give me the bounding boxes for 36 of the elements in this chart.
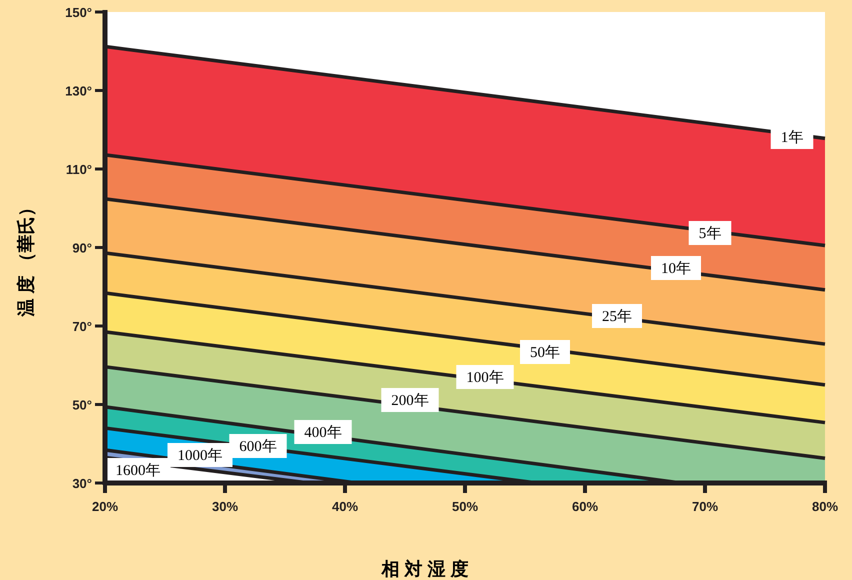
series-label: 1年 [780, 129, 804, 146]
x-tick-label: 20% [92, 499, 118, 514]
series-label: 25年 [602, 308, 632, 325]
series-label: 400年 [304, 424, 342, 441]
series-label: 200年 [381, 388, 439, 412]
x-tick-label: 30% [212, 499, 238, 514]
x-tick-label: 40% [332, 499, 358, 514]
y-tick-label: 70° [72, 319, 92, 334]
series-label: 50年 [530, 344, 560, 361]
y-tick-label: 110° [66, 162, 92, 177]
series-label: 100年 [456, 365, 514, 389]
series-label: 400年 [294, 420, 352, 444]
y-tick-label: 150° [65, 5, 92, 20]
x-tick-label: 80% [812, 499, 838, 514]
series-label: 5年 [698, 225, 722, 242]
series-label: 1600年 [116, 462, 160, 479]
x-axis-title: 相 対 湿 度 [380, 559, 469, 579]
series-label: 10年 [651, 256, 701, 280]
y-tick-label: 30° [72, 476, 92, 491]
series-label: 600年 [239, 438, 277, 455]
x-tick-label: 60% [572, 499, 598, 514]
series-label: 600年 [229, 434, 287, 458]
y-tick-label: 50° [72, 398, 92, 412]
series-label: 25年 [592, 304, 642, 328]
series-label: 5年 [688, 221, 732, 245]
series-label: 10年 [661, 260, 691, 277]
series-label: 100年 [466, 369, 504, 386]
y-tick-label: 130° [65, 84, 92, 98]
series-label: 50年 [520, 340, 570, 364]
y-axis-title: 温 度 （華氏） [16, 198, 36, 318]
y-tick-label: 90° [72, 240, 92, 256]
x-tick-label: 50% [452, 499, 478, 514]
series-label: 1000年 [178, 447, 222, 464]
series-label: 1000年 [168, 443, 232, 467]
series-label: 200年 [391, 392, 429, 409]
x-tick-label: 70% [692, 499, 718, 514]
